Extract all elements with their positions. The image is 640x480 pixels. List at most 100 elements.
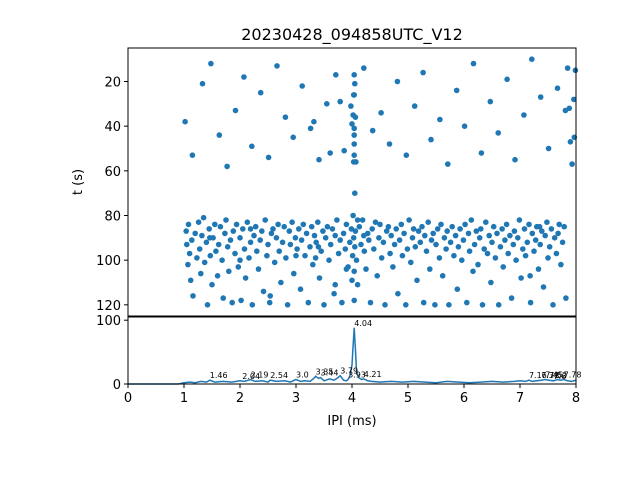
raster-point — [466, 248, 473, 254]
raster-point — [351, 72, 358, 78]
raster-point — [327, 150, 334, 156]
ipi-peak-label: 7.78 — [564, 371, 582, 380]
ipi-x-tick-label: 2 — [236, 391, 244, 406]
raster-point — [359, 217, 366, 223]
raster-point — [350, 159, 357, 165]
raster-point — [224, 244, 231, 250]
raster-point — [351, 132, 358, 138]
raster-point — [486, 232, 493, 239]
raster-point — [422, 232, 428, 239]
raster-point — [516, 217, 523, 223]
raster-point — [390, 264, 396, 270]
raster-point — [495, 302, 502, 308]
raster-point — [292, 235, 299, 241]
raster-point — [433, 241, 439, 248]
raster-point — [419, 223, 425, 230]
raster-point — [393, 226, 400, 232]
ipi-x-ticks: 0 1 2 3 4 5 6 7 8 — [124, 384, 580, 406]
raster-point — [383, 228, 390, 234]
raster-point — [186, 250, 193, 257]
raster-point — [399, 252, 406, 259]
raster-point — [352, 190, 358, 196]
raster-point — [337, 237, 344, 243]
raster-point — [532, 237, 539, 243]
raster-point — [449, 223, 456, 230]
raster-y-tick-label: 120 — [96, 299, 121, 314]
raster-point — [342, 246, 349, 252]
raster-point — [361, 248, 368, 254]
ipi-peak-label: 3.0 — [296, 371, 309, 380]
raster-point — [521, 112, 527, 118]
raster-point — [454, 286, 461, 293]
raster-point — [297, 286, 304, 293]
raster-point — [447, 239, 454, 246]
raster-point — [445, 161, 451, 167]
raster-point — [208, 60, 214, 67]
ipi-peak-label: 7.38 — [541, 371, 559, 380]
raster-point — [471, 241, 478, 248]
raster-point — [561, 223, 567, 230]
raster-point — [489, 239, 495, 246]
raster-point — [484, 250, 491, 257]
ipi-peak-label: 7.16 — [529, 371, 547, 380]
raster-point — [438, 221, 444, 228]
raster-point — [279, 239, 286, 246]
raster-point — [356, 223, 363, 230]
raster-point — [198, 270, 204, 277]
ipi-peak-label: 4.04 — [354, 319, 372, 328]
ipi-peak-label: 3.44 — [321, 369, 339, 378]
raster-point — [233, 221, 240, 228]
raster-point — [194, 255, 200, 261]
raster-point — [257, 237, 264, 243]
raster-point — [219, 257, 225, 264]
raster-point — [443, 246, 449, 252]
raster-point — [300, 221, 307, 228]
raster-point — [354, 217, 361, 223]
raster-point — [481, 246, 488, 252]
raster-point — [369, 226, 376, 232]
raster-point — [369, 127, 376, 134]
raster-point — [244, 219, 251, 225]
raster-point — [232, 107, 239, 114]
raster-point — [559, 239, 566, 246]
raster-point — [216, 132, 223, 138]
raster-point — [550, 302, 556, 308]
raster-point — [465, 230, 472, 237]
raster-point — [351, 297, 358, 304]
raster-point — [329, 226, 336, 232]
raster-point — [415, 228, 422, 234]
raster-point — [537, 94, 544, 100]
ipi-histogram-frame — [127, 316, 577, 385]
raster-point — [311, 118, 317, 125]
ipi-x-tick-label: 4 — [348, 391, 356, 406]
ipi-y-tick-label: 100 — [96, 314, 121, 329]
raster-point — [461, 123, 468, 129]
raster-point — [572, 67, 579, 74]
raster-point — [349, 121, 355, 127]
raster-y-ticks: 20 40 60 80 100 120 — [96, 76, 128, 314]
raster-point — [204, 302, 211, 308]
raster-point — [510, 241, 517, 248]
raster-point — [299, 83, 306, 89]
raster-point — [286, 228, 293, 234]
raster-point — [551, 235, 558, 241]
raster-point — [436, 255, 443, 261]
raster-point — [451, 252, 457, 259]
raster-point — [240, 226, 246, 232]
raster-point — [352, 228, 359, 234]
raster-point — [410, 226, 417, 232]
raster-y-tick-label: 40 — [104, 120, 121, 135]
raster-point — [235, 264, 242, 270]
raster-point — [352, 80, 358, 87]
raster-point — [571, 96, 577, 103]
raster-point — [394, 78, 401, 85]
raster-point — [511, 228, 518, 234]
ipi-peak-label: 2.54 — [270, 371, 288, 380]
raster-point — [303, 230, 310, 237]
raster-point — [274, 63, 280, 69]
ipi-peak-label: 7.45 — [545, 371, 563, 380]
raster-point — [307, 244, 313, 250]
raster-point — [229, 299, 235, 306]
raster-point — [545, 145, 552, 152]
raster-point — [350, 92, 357, 98]
